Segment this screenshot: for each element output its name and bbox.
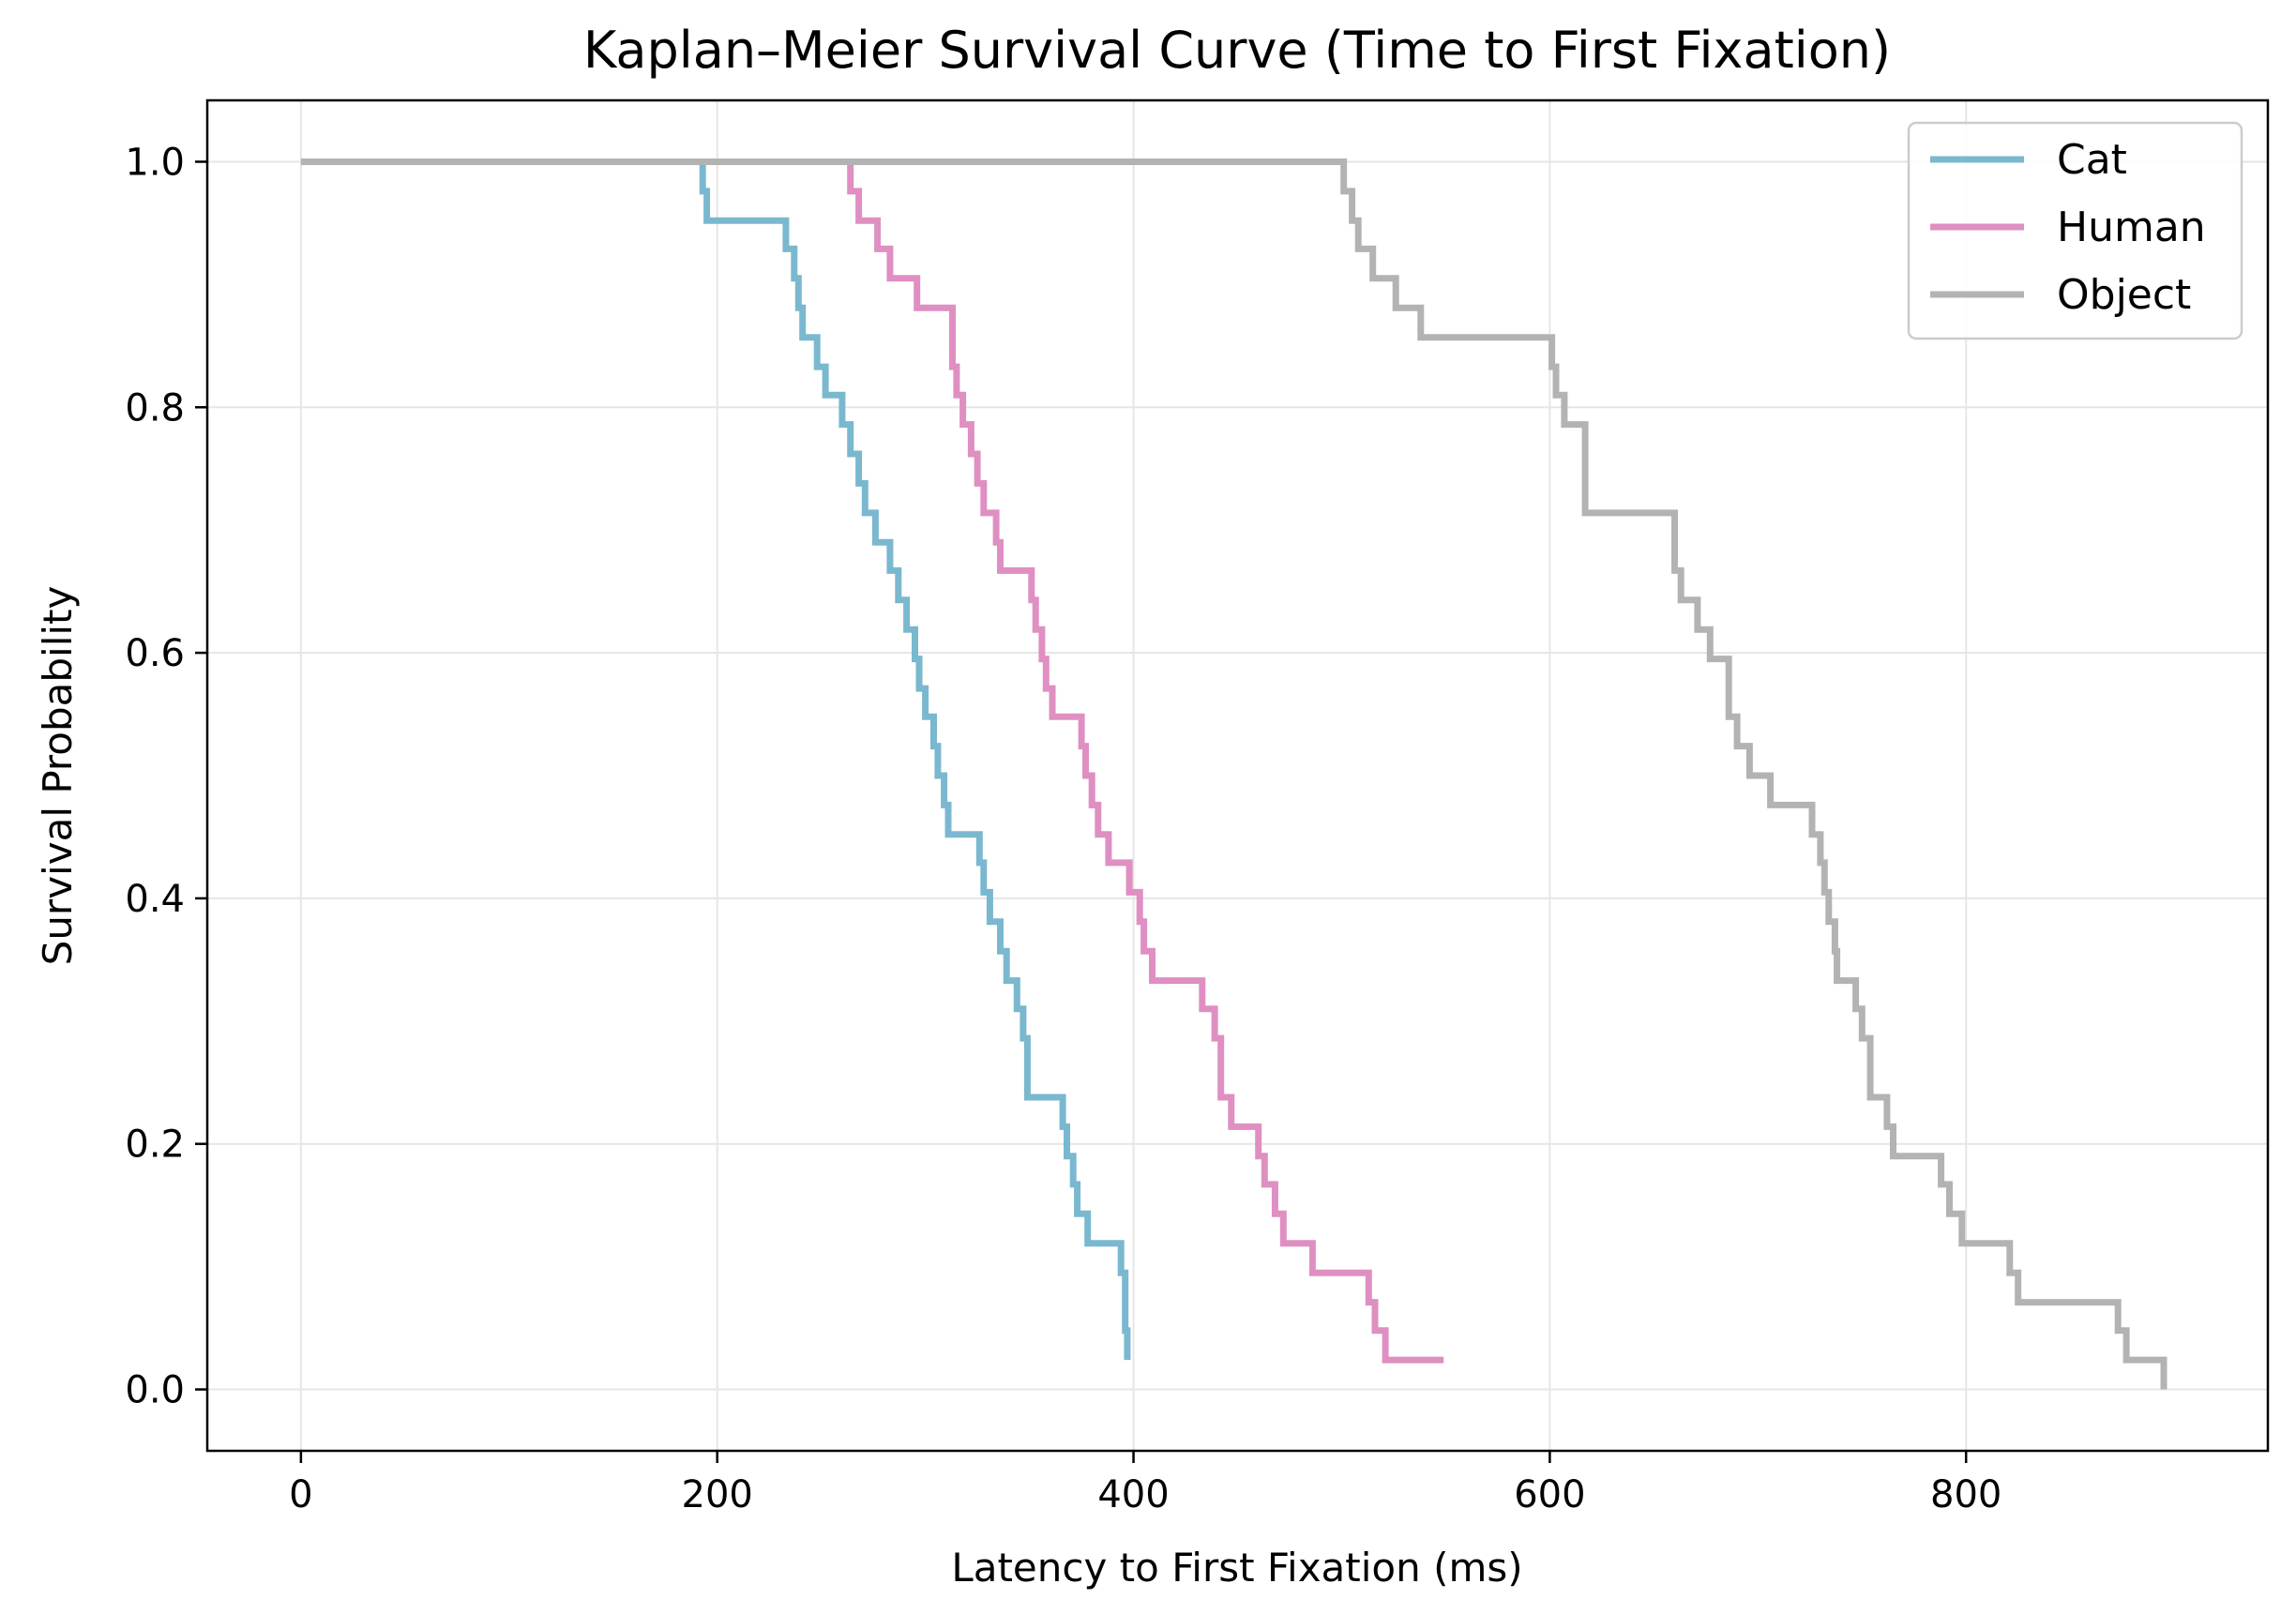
y-axis: 0.0 0.2 0.4 0.6 0.8 1.0 [125,141,207,1412]
x-tick-label: 200 [682,1473,753,1516]
x-tick-label: 800 [1930,1473,2001,1516]
plot-frame [205,98,2270,1453]
y-tick-label: 0.4 [125,878,185,921]
x-axis-label: Latency to First Fixation (ms) [951,1545,1522,1591]
x-tick-label: 0 [289,1473,312,1516]
legend-label-cat: Cat [2057,136,2127,184]
series-line-human [300,158,1444,1364]
y-tick-label: 0.0 [125,1369,185,1412]
legend-box [1907,121,2243,340]
legend-label-object: Object [2057,271,2191,319]
y-tick-label: 1.0 [125,141,185,184]
legend-label-human: Human [2057,204,2206,251]
x-tick-label: 600 [1514,1473,1585,1516]
x-axis: 0 200 400 600 800 [289,1451,2001,1516]
legend: Cat Human Object [1907,121,2243,340]
y-tick-label: 0.8 [125,386,185,430]
series-line-cat [300,158,1131,1361]
y-axis-label: Survival Probability [35,586,81,966]
series-layer [300,158,2168,1390]
x-tick-label: 400 [1097,1473,1169,1516]
y-tick-label: 0.6 [125,632,185,675]
legend-entries: Cat Human Object [1930,136,2206,319]
chart-title: Kaplan–Meier Survival Curve (Time to Fir… [583,21,1891,80]
series-line-object [300,158,2168,1390]
y-tick-label: 0.2 [125,1124,185,1167]
